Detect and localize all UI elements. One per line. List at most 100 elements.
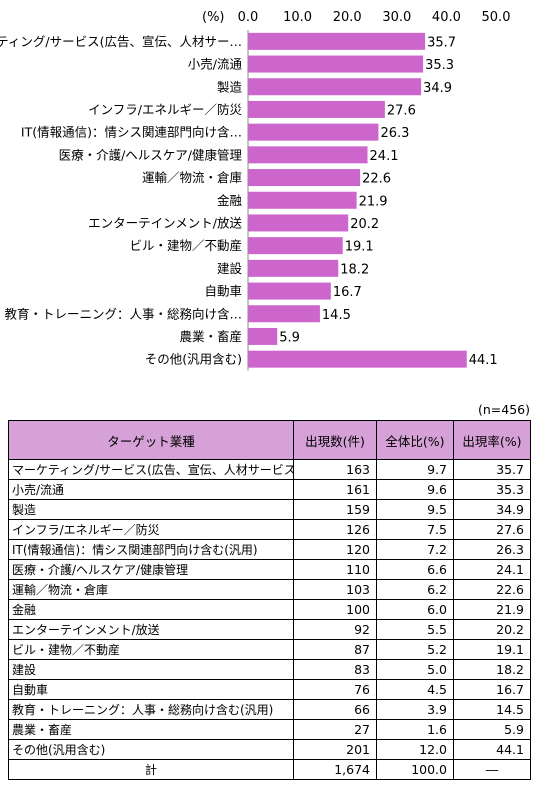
bar [248,350,467,368]
table-row: エンターテインメント/放送 92 5.5 20.2 [8,619,531,640]
row-share: 6.2 [376,579,454,600]
row-count: 76 [293,679,377,700]
table-row: インフラ/エネルギー／防災 126 7.5 27.6 [8,519,531,540]
header-count: 出現数(件) [293,420,377,460]
row-rate: 24.1 [453,559,531,580]
row-count: 110 [293,559,377,580]
table-row: 建設 83 5.0 18.2 [8,659,531,680]
value-label: 34.9 [423,81,452,96]
value-label: 20.2 [350,217,379,232]
row-count: 66 [293,699,377,720]
row-share: 5.2 [376,639,454,660]
row-share: 6.6 [376,559,454,580]
data-table: ターゲット業種 出現数(件) 全体比(%) 出現率(%) マーケティング/サービ… [8,420,531,780]
value-label: 19.1 [345,240,374,255]
row-rate: 22.6 [453,579,531,600]
value-label: 5.9 [279,330,300,345]
category-label: エンターテインメント/放送 [88,215,242,230]
bar [248,146,368,164]
row-rate: 19.1 [453,639,531,660]
value-label: 21.9 [359,194,388,209]
table-row: 金融 100 6.0 21.9 [8,599,531,620]
bar [248,78,422,96]
row-count: 92 [293,619,377,640]
value-label: 27.6 [387,103,416,118]
bar [248,55,424,73]
row-category: IT(情報通信)：情シス関連部門向け含む(汎用) [8,539,294,560]
value-label: 35.7 [427,35,456,50]
table-row: マーケティング/サービス(広告、宣伝、人材サービス含む) 163 9.7 35.7 [8,459,531,480]
row-rate: 34.9 [453,499,531,520]
category-label: 農業・畜産 [179,329,242,344]
row-share: 3.9 [376,699,454,720]
bar [248,32,426,50]
category-label: IT(情報通信)：情シス関連部門向け含… [21,125,242,140]
table-row: その他(汎用含む) 201 12.0 44.1 [8,739,531,760]
header-share: 全体比(%) [376,420,454,460]
bar [248,169,361,187]
row-share: 9.7 [376,459,454,480]
row-count: 159 [293,499,377,520]
row-category: インフラ/エネルギー／防災 [8,519,294,540]
bar [248,282,331,300]
row-count: 120 [293,539,377,560]
value-label: 35.3 [425,58,454,73]
row-rate: 44.1 [453,739,531,760]
x-tick-label: 10.0 [283,10,312,25]
row-rate: 21.9 [453,599,531,620]
row-category: 運輸／物流・倉庫 [8,579,294,600]
category-label: 建設 [217,261,243,276]
row-rate: 20.2 [453,619,531,640]
row-category: マーケティング/サービス(広告、宣伝、人材サービス含む) [8,459,294,480]
x-tick-label: 50.0 [482,10,511,25]
sample-size-label: (n=456) [477,402,530,417]
bar [248,305,320,323]
bars [248,32,467,368]
row-share: 4.5 [376,679,454,700]
row-share: 9.6 [376,479,454,500]
category-label: 教育・トレーニング：人事・総務向け含… [4,306,242,321]
value-label: 24.1 [370,149,399,164]
total-count: 1,674 [293,759,377,780]
row-category: 農業・畜産 [8,719,294,740]
category-label: 自動車 [204,284,242,299]
table-row: 教育・トレーニング：人事・総務向け含む(汎用) 66 3.9 14.5 [8,699,531,720]
header-rate: 出現率(%) [453,420,531,460]
x-tick-label: 30.0 [382,10,411,25]
row-count: 161 [293,479,377,500]
category-label: ビル・建物／不動産 [129,238,242,253]
row-count: 201 [293,739,377,760]
table-row: IT(情報通信)：情シス関連部門向け含む(汎用) 120 7.2 26.3 [8,539,531,560]
row-category: 建設 [8,659,294,680]
table-row: 製造 159 9.5 34.9 [8,499,531,520]
row-count: 27 [293,719,377,740]
row-count: 163 [293,459,377,480]
value-label: 26.3 [380,126,409,141]
row-count: 103 [293,579,377,600]
category-label: 小売/流通 [188,57,243,72]
row-category: ビル・建物／不動産 [8,639,294,660]
row-rate: 35.7 [453,459,531,480]
table-row: 医療・介護/ヘルスケア/健康管理 110 6.6 24.1 [8,559,531,580]
row-category: 小売/流通 [8,479,294,500]
row-category: 金融 [8,599,294,620]
row-category: 製造 [8,499,294,520]
row-rate: 27.6 [453,519,531,540]
total-share: 100.0 [376,759,454,780]
row-count: 126 [293,519,377,540]
x-tick-label: 0.0 [238,10,259,25]
total-label: 計 [8,759,294,780]
axis-unit-label: (%) [202,10,225,25]
row-share: 12.0 [376,739,454,760]
value-label: 18.2 [340,262,369,277]
bar [248,191,357,209]
row-category: 自動車 [8,679,294,700]
row-share: 7.2 [376,539,454,560]
category-label: 金融 [217,193,243,208]
table-row: 自動車 76 4.5 16.7 [8,679,531,700]
table-row: ビル・建物／不動産 87 5.2 19.1 [8,639,531,660]
row-category: 教育・トレーニング：人事・総務向け含む(汎用) [8,699,294,720]
row-count: 83 [293,659,377,680]
row-rate: 26.3 [453,539,531,560]
header-category: ターゲット業種 [8,420,294,460]
